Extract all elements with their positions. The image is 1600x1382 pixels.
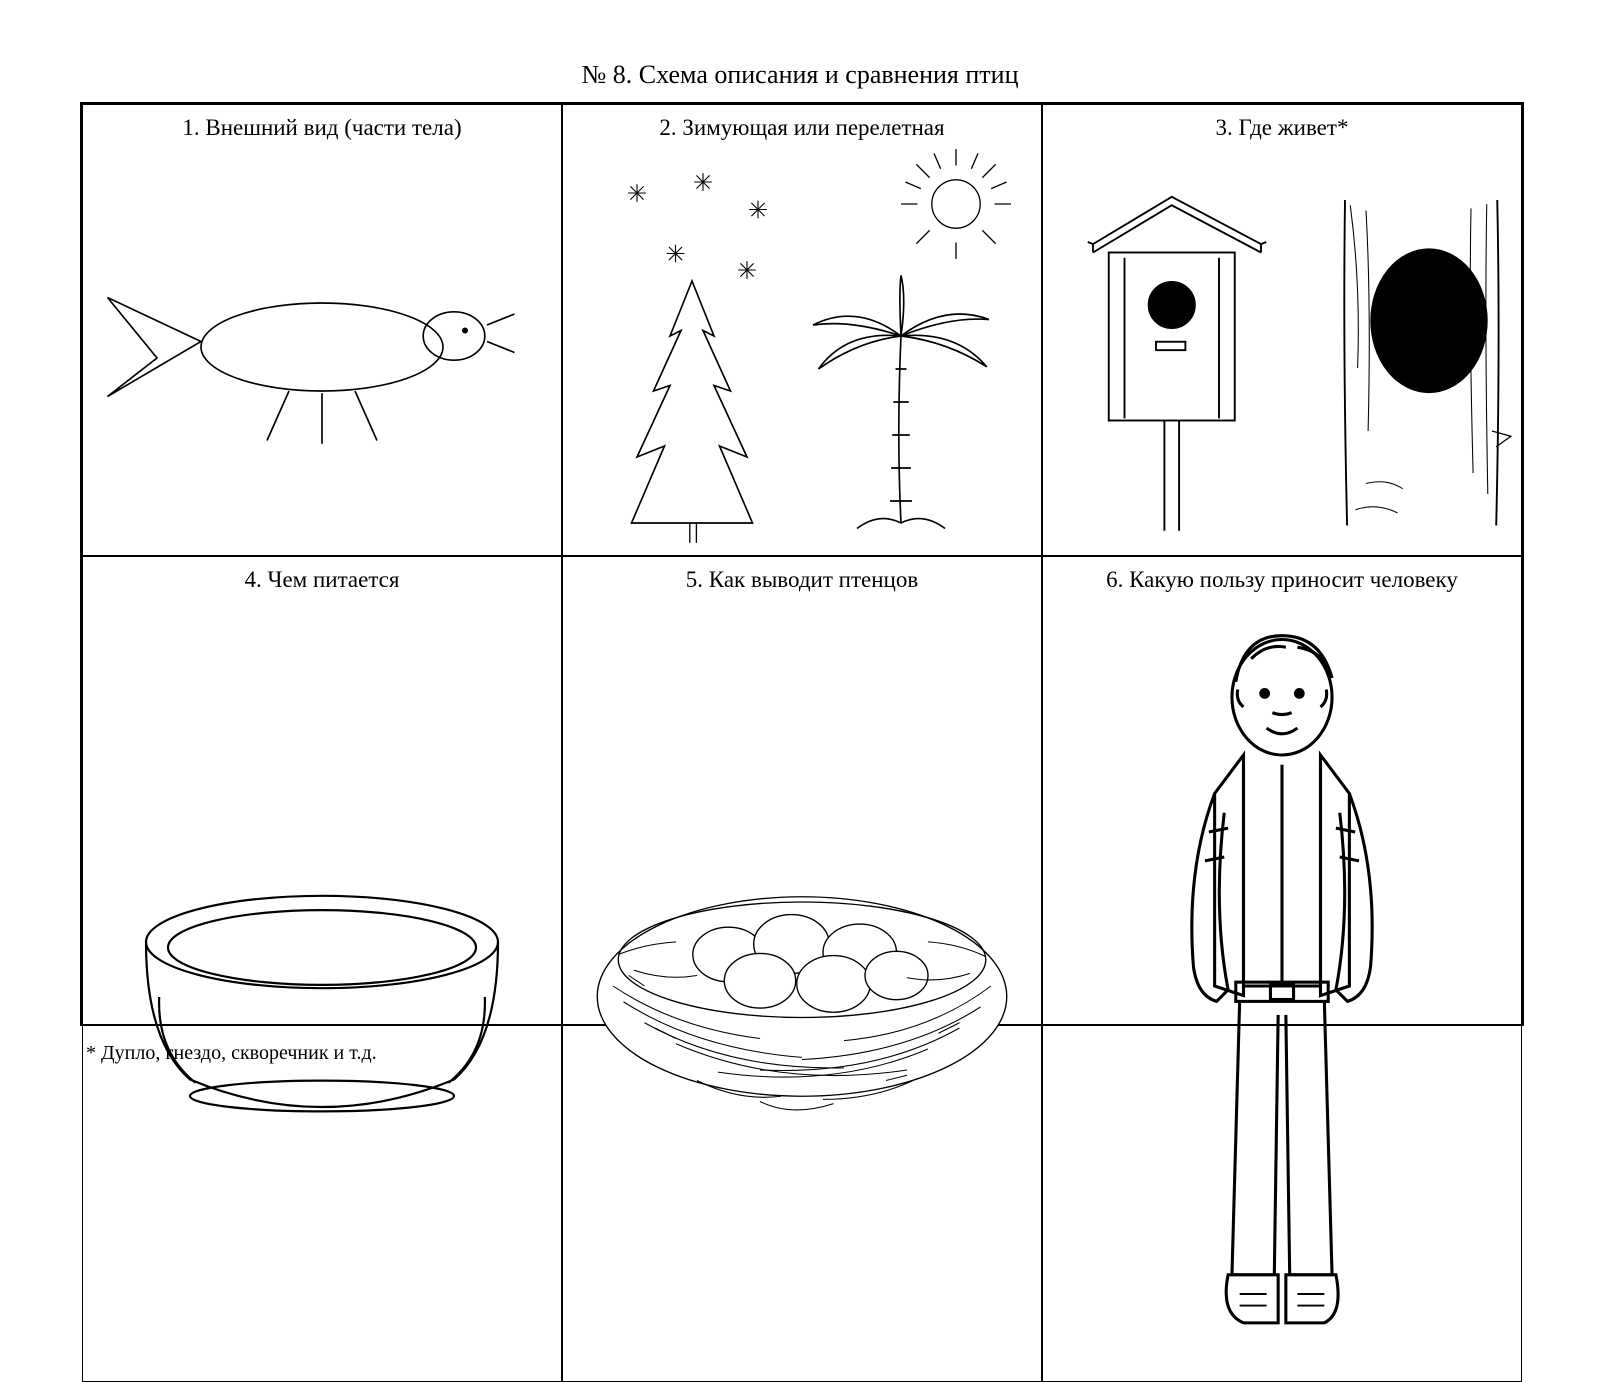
cell-label: 6. Какую пользу приносит человеку bbox=[1106, 567, 1458, 593]
cell-food: 4. Чем питается bbox=[82, 556, 562, 1382]
cell-label: 5. Как выводит птенцов bbox=[686, 567, 918, 593]
habitat-illustration bbox=[1051, 149, 1513, 545]
seasons-icon bbox=[571, 149, 1033, 545]
cell-wintering-migratory: 2. Зимующая или перелетная bbox=[562, 104, 1042, 556]
nest-illustration bbox=[571, 601, 1033, 1371]
person-illustration bbox=[1051, 601, 1513, 1371]
bowl-illustration bbox=[91, 601, 553, 1371]
cell-nesting: 5. Как выводит птенцов bbox=[562, 556, 1042, 1382]
seasons-illustration bbox=[571, 149, 1033, 545]
cell-appearance: 1. Внешний вид (части тела) bbox=[82, 104, 562, 556]
cell-label: 1. Внешний вид (части тела) bbox=[182, 115, 461, 141]
person-icon bbox=[1051, 601, 1513, 1371]
cell-benefit: 6. Какую пользу приносит человеку bbox=[1042, 556, 1522, 1382]
habitat-icon bbox=[1051, 158, 1513, 536]
worksheet-page: № 8. Схема описания и сравнения птиц 1. … bbox=[0, 0, 1600, 1105]
cell-label: 4. Чем питается bbox=[245, 567, 400, 593]
bird-outline-illustration bbox=[91, 149, 553, 545]
schema-grid: 1. Внешний вид (части тела) bbox=[80, 102, 1524, 1026]
bird-icon bbox=[91, 204, 553, 490]
cell-label: 2. Зимующая или перелетная bbox=[659, 115, 944, 141]
bowl-icon bbox=[91, 821, 553, 1151]
nest-icon bbox=[571, 818, 1033, 1154]
cell-habitat: 3. Где живет* bbox=[1042, 104, 1522, 556]
cell-label: 3. Где живет* bbox=[1216, 115, 1349, 141]
page-title: № 8. Схема описания и сравнения птиц bbox=[80, 60, 1520, 90]
